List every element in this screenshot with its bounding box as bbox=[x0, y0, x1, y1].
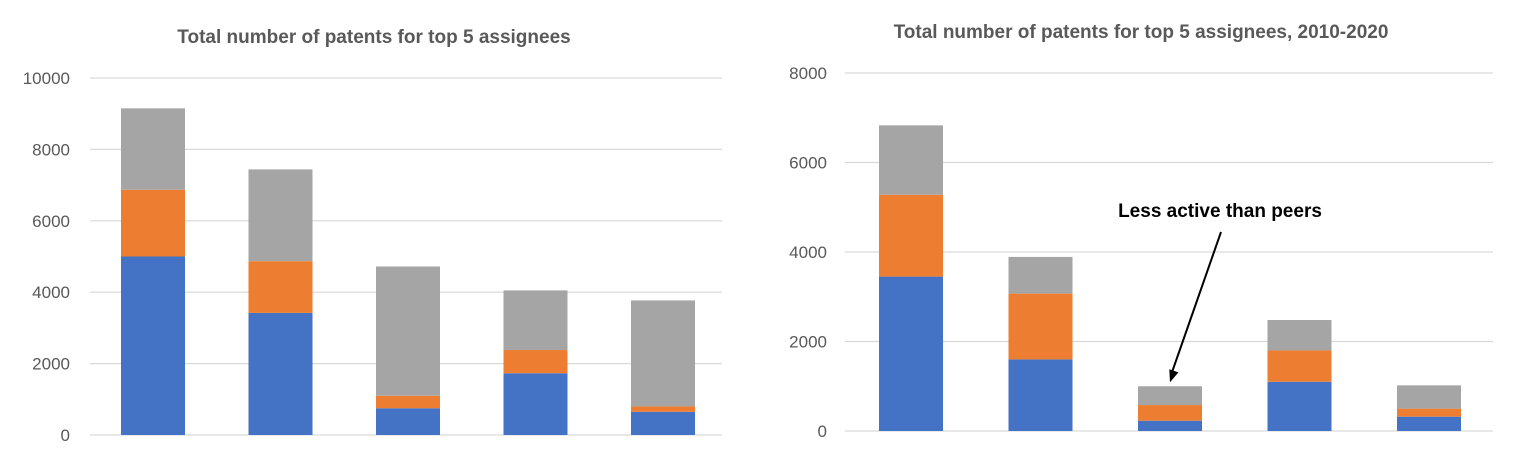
left-chart-y-axis: 0 2000 4000 6000 8000 10000 bbox=[23, 69, 70, 445]
right-chart-bars bbox=[879, 125, 1461, 431]
right-chart-bar-segment bbox=[1138, 386, 1202, 406]
left-chart-bar-segment bbox=[248, 169, 313, 262]
right-chart-y-tick-label: 4000 bbox=[789, 243, 827, 262]
right-chart: Total number of patents for top 5 assign… bbox=[789, 22, 1493, 441]
left-chart-bar-segment bbox=[503, 290, 568, 351]
annotation-arrow-shaft bbox=[1171, 231, 1222, 373]
right-chart-bar-segment bbox=[879, 125, 943, 195]
right-chart-bar-segment bbox=[1008, 293, 1073, 360]
left-chart-bar-segment bbox=[248, 261, 313, 313]
right-chart-y-tick-label: 0 bbox=[818, 422, 827, 441]
left-chart-y-tick-label: 4000 bbox=[32, 283, 70, 302]
left-chart-bar-segment bbox=[121, 256, 185, 435]
right-chart-y-axis: 0 2000 4000 6000 8000 bbox=[789, 64, 827, 441]
left-chart-bar-segment bbox=[121, 108, 185, 190]
right-chart-title: Total number of patents for top 5 assign… bbox=[894, 22, 1389, 43]
left-chart-bar-segment bbox=[376, 408, 440, 435]
left-chart-bar-segment bbox=[631, 406, 695, 412]
left-chart-bar-segment bbox=[248, 312, 313, 435]
left-chart-bar-segment bbox=[631, 300, 695, 407]
right-chart-bar-segment bbox=[1397, 408, 1461, 417]
left-chart-bars bbox=[121, 108, 695, 435]
right-chart-bar-segment bbox=[1008, 359, 1073, 431]
left-chart-y-tick-label: 8000 bbox=[32, 140, 70, 159]
right-chart-bar-segment bbox=[1267, 381, 1332, 431]
right-chart-bar-segment bbox=[1138, 420, 1202, 431]
right-chart-y-tick-label: 2000 bbox=[789, 333, 827, 352]
right-chart-bar-segment bbox=[1138, 405, 1202, 421]
left-chart-bar-segment bbox=[503, 373, 568, 435]
left-chart-y-tick-label: 6000 bbox=[32, 212, 70, 231]
annotation-label: Less active than peers bbox=[1118, 201, 1322, 222]
right-chart-y-tick-label: 8000 bbox=[789, 64, 827, 83]
left-chart-title: Total number of patents for top 5 assign… bbox=[177, 27, 570, 48]
right-chart-bar-segment bbox=[1267, 320, 1332, 351]
right-chart-bar-segment bbox=[879, 276, 943, 431]
annotation-arrow-head bbox=[1169, 369, 1179, 383]
left-chart-bar-segment bbox=[503, 350, 568, 374]
left-chart-bar-segment bbox=[376, 266, 440, 396]
left-chart-y-tick-label: 2000 bbox=[32, 355, 70, 374]
left-chart-bar-segment bbox=[121, 189, 185, 257]
annotation-arrow bbox=[1169, 231, 1222, 383]
left-chart-y-tick-label: 10000 bbox=[23, 69, 70, 88]
left-chart-bar-segment bbox=[631, 411, 695, 435]
right-chart-bar-segment bbox=[1397, 416, 1461, 431]
left-chart-bar-segment bbox=[376, 395, 440, 409]
right-chart-bar-segment bbox=[1267, 350, 1332, 382]
right-chart-bar-segment bbox=[879, 194, 943, 277]
right-chart-bar-segment bbox=[1008, 256, 1073, 294]
left-chart: Total number of patents for top 5 assign… bbox=[23, 27, 722, 445]
right-chart-bar-segment bbox=[1397, 385, 1461, 409]
right-chart-y-tick-label: 6000 bbox=[789, 154, 827, 173]
left-chart-y-tick-label: 0 bbox=[61, 426, 70, 445]
